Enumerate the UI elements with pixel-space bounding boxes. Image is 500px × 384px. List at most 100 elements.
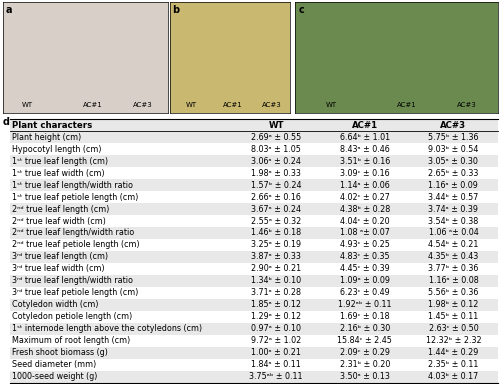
Text: a: a — [6, 5, 12, 15]
Bar — [10, 323, 232, 335]
Bar — [232, 155, 320, 167]
Text: AC#1: AC#1 — [222, 102, 242, 108]
Text: 3ʳᵈ true leaf length/width ratio: 3ʳᵈ true leaf length/width ratio — [12, 276, 133, 285]
Bar — [410, 371, 498, 382]
Text: 1ˢᵗ internode length above the cotyledons (cm): 1ˢᵗ internode length above the cotyledon… — [12, 324, 202, 333]
Bar — [410, 299, 498, 311]
Text: 6.64ᵇ ± 1.01: 6.64ᵇ ± 1.01 — [340, 133, 390, 142]
Text: 1.84ᵃ ± 0.11: 1.84ᵃ ± 0.11 — [252, 360, 301, 369]
Bar — [10, 179, 232, 191]
Bar — [232, 167, 320, 179]
Bar — [410, 227, 498, 239]
Text: 3.51ᵇ ± 0.16: 3.51ᵇ ± 0.16 — [340, 157, 390, 166]
Text: 1.34ᵇ ± 0.10: 1.34ᵇ ± 0.10 — [251, 276, 301, 285]
Bar — [320, 179, 410, 191]
Text: WT: WT — [326, 102, 337, 108]
Text: 1.45ᵇ ± 0.11: 1.45ᵇ ± 0.11 — [428, 312, 478, 321]
Text: c: c — [299, 5, 305, 15]
Text: 1.46ᵇ ± 0.18: 1.46ᵇ ± 0.18 — [251, 228, 301, 237]
Text: 2.63ᶜ ± 0.50: 2.63ᶜ ± 0.50 — [428, 324, 478, 333]
Bar — [10, 287, 232, 299]
Text: Seed diameter (mm): Seed diameter (mm) — [12, 360, 96, 369]
Bar — [10, 215, 232, 227]
Text: 3.74ᵃ ± 0.39: 3.74ᵃ ± 0.39 — [428, 205, 478, 214]
Text: 12.32ᵇ ± 2.32: 12.32ᵇ ± 2.32 — [426, 336, 481, 345]
Bar — [320, 323, 410, 335]
Text: AC#1: AC#1 — [396, 102, 416, 108]
Text: 3.09ᶜ ± 0.16: 3.09ᶜ ± 0.16 — [340, 169, 390, 178]
Bar — [410, 215, 498, 227]
Bar — [10, 251, 232, 263]
Bar — [10, 239, 232, 251]
Text: AC#3: AC#3 — [440, 121, 466, 130]
Bar — [10, 371, 232, 382]
Bar — [10, 203, 232, 215]
Text: WT: WT — [186, 102, 197, 108]
Text: 2.69ᵃ ± 0.55: 2.69ᵃ ± 0.55 — [251, 133, 302, 142]
Text: AC#3: AC#3 — [133, 102, 152, 108]
Bar — [320, 251, 410, 263]
Text: WT: WT — [22, 102, 33, 108]
Bar — [410, 203, 498, 215]
Bar — [10, 167, 232, 179]
Text: 5.75ᵇ ± 1.36: 5.75ᵇ ± 1.36 — [428, 133, 478, 142]
Text: Plant characters: Plant characters — [12, 121, 92, 130]
Text: Cotyledon petiole length (cm): Cotyledon petiole length (cm) — [12, 312, 132, 321]
Text: 3.05ᵃ ± 0.30: 3.05ᵃ ± 0.30 — [428, 157, 478, 166]
Text: 3.25ᵃ ± 0.19: 3.25ᵃ ± 0.19 — [251, 240, 301, 250]
Bar — [320, 335, 410, 347]
Text: 2ⁿᵈ true leaf petiole length (cm): 2ⁿᵈ true leaf petiole length (cm) — [12, 240, 140, 250]
Bar — [10, 143, 232, 155]
Bar — [232, 263, 320, 275]
Bar — [410, 347, 498, 359]
Text: 3.50ᵃ ± 0.13: 3.50ᵃ ± 0.13 — [340, 372, 390, 381]
Text: 4.54ᵇ ± 0.21: 4.54ᵇ ± 0.21 — [428, 240, 478, 250]
Bar — [232, 335, 320, 347]
Bar — [410, 311, 498, 323]
Text: Maximum of root length (cm): Maximum of root length (cm) — [12, 336, 130, 345]
Bar — [232, 131, 320, 143]
Text: 8.03ᵃ ± 1.05: 8.03ᵃ ± 1.05 — [251, 145, 301, 154]
Bar — [232, 299, 320, 311]
Text: 1.29ᵃ ± 0.12: 1.29ᵃ ± 0.12 — [251, 312, 301, 321]
Text: 1.06 ᵃ± 0.04: 1.06 ᵃ± 0.04 — [428, 228, 478, 237]
Text: 4.02ᶜ ± 0.27: 4.02ᶜ ± 0.27 — [340, 192, 390, 202]
Bar — [10, 155, 232, 167]
Bar — [10, 131, 232, 143]
Bar — [320, 155, 410, 167]
Bar — [10, 263, 232, 275]
Bar — [410, 131, 498, 143]
Text: 1ˢᵗ true leaf length/width ratio: 1ˢᵗ true leaf length/width ratio — [12, 180, 133, 190]
Text: 1.85ᵃ ± 0.12: 1.85ᵃ ± 0.12 — [251, 300, 301, 310]
Bar — [320, 371, 410, 382]
Text: AC#1: AC#1 — [352, 121, 378, 130]
Text: 9.03ᵇ ± 0.54: 9.03ᵇ ± 0.54 — [428, 145, 478, 154]
Text: AC#1: AC#1 — [84, 102, 103, 108]
Text: b: b — [172, 5, 180, 15]
Text: 1.00ᵃ ± 0.21: 1.00ᵃ ± 0.21 — [251, 348, 301, 357]
Text: 4.45ᶜ ± 0.39: 4.45ᶜ ± 0.39 — [340, 265, 390, 273]
Bar — [320, 227, 410, 239]
Bar — [10, 359, 232, 371]
Text: 1ˢᵗ true leaf petiole length (cm): 1ˢᵗ true leaf petiole length (cm) — [12, 192, 138, 202]
Bar — [320, 203, 410, 215]
Text: 5.56ᵇ ± 0.36: 5.56ᵇ ± 0.36 — [428, 288, 478, 297]
Text: AC#3: AC#3 — [262, 102, 282, 108]
Text: 4.38ᵇ ± 0.28: 4.38ᵇ ± 0.28 — [340, 205, 390, 214]
Bar — [410, 143, 498, 155]
Bar — [10, 191, 232, 203]
Bar — [410, 119, 498, 131]
Text: 2.31ᵇ ± 0.20: 2.31ᵇ ± 0.20 — [340, 360, 390, 369]
Bar — [410, 167, 498, 179]
Bar — [10, 311, 232, 323]
Text: WT: WT — [268, 121, 284, 130]
Text: 2.65ᵇ ± 0.33: 2.65ᵇ ± 0.33 — [428, 169, 478, 178]
Text: 3.54ᵇ ± 0.38: 3.54ᵇ ± 0.38 — [428, 217, 478, 225]
Bar — [320, 143, 410, 155]
Text: 1.92ᵃᵇ ± 0.11: 1.92ᵃᵇ ± 0.11 — [338, 300, 392, 310]
Text: 4.03ᵇ ± 0.17: 4.03ᵇ ± 0.17 — [428, 372, 478, 381]
Text: 2.35ᵇ ± 0.11: 2.35ᵇ ± 0.11 — [428, 360, 478, 369]
Bar — [320, 215, 410, 227]
Text: AC#3: AC#3 — [457, 102, 477, 108]
Bar — [232, 251, 320, 263]
